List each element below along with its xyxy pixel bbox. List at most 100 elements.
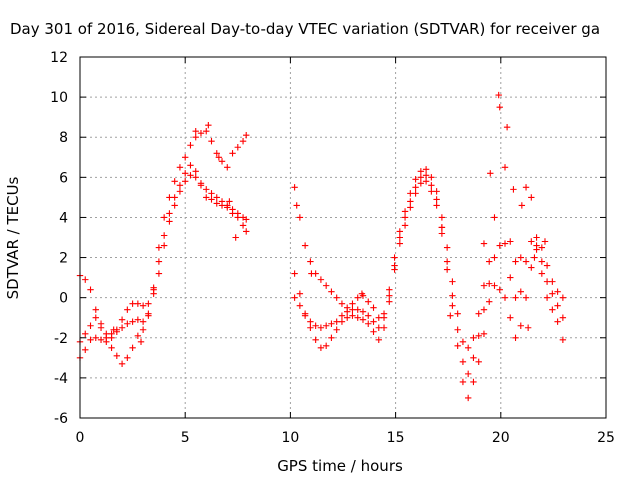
data-point bbox=[365, 320, 372, 327]
series-2 bbox=[76, 162, 250, 368]
y-tick-label: 6 bbox=[59, 170, 68, 186]
y-tick-label: 10 bbox=[50, 90, 68, 106]
y-tick-label: -2 bbox=[54, 331, 68, 347]
data-point bbox=[239, 138, 247, 145]
data-point bbox=[443, 258, 451, 265]
data-point bbox=[501, 294, 509, 301]
data-point bbox=[359, 308, 367, 315]
data-point bbox=[407, 204, 414, 211]
data-point bbox=[243, 228, 250, 235]
data-point bbox=[470, 378, 477, 386]
y-tick-label: 12 bbox=[50, 50, 68, 66]
data-point bbox=[512, 258, 519, 265]
data-point bbox=[486, 280, 493, 287]
x-axis-label: GPS time / hours bbox=[277, 457, 403, 475]
y-tick-label: 2 bbox=[59, 251, 68, 267]
y-tick-label: 4 bbox=[59, 210, 68, 226]
data-point bbox=[92, 334, 99, 341]
data-point bbox=[354, 306, 361, 313]
y-tick-label: 0 bbox=[59, 291, 68, 307]
data-point bbox=[333, 326, 340, 333]
data-point bbox=[528, 264, 535, 271]
data-point bbox=[171, 178, 178, 185]
data-point bbox=[155, 258, 163, 265]
data-point bbox=[386, 286, 393, 293]
data-point bbox=[354, 314, 361, 321]
data-point bbox=[328, 334, 335, 341]
data-point bbox=[365, 312, 372, 319]
data-point bbox=[407, 198, 414, 205]
data-point bbox=[171, 202, 178, 209]
data-point bbox=[549, 290, 556, 297]
data-point bbox=[203, 186, 210, 193]
data-point bbox=[470, 334, 477, 341]
x-tick-label: 10 bbox=[281, 430, 299, 446]
data-point bbox=[438, 224, 446, 231]
data-point bbox=[528, 238, 535, 245]
data-point bbox=[386, 292, 393, 299]
data-point bbox=[438, 214, 446, 221]
data-point bbox=[176, 188, 184, 195]
y-axis-label: SDTVAR / TECUs bbox=[4, 176, 22, 299]
data-point bbox=[475, 332, 482, 339]
data-point bbox=[182, 178, 189, 185]
data-point bbox=[226, 198, 233, 205]
data-point bbox=[510, 186, 517, 193]
data-point bbox=[554, 288, 561, 295]
data-point bbox=[203, 128, 210, 135]
data-point bbox=[134, 300, 142, 307]
data-point bbox=[171, 194, 178, 201]
data-point bbox=[124, 320, 131, 327]
data-point bbox=[307, 318, 314, 325]
data-point bbox=[229, 150, 236, 157]
data-point bbox=[229, 206, 236, 213]
data-point bbox=[118, 316, 126, 323]
data-point bbox=[232, 234, 239, 241]
data-point bbox=[124, 354, 131, 362]
data-point bbox=[507, 274, 514, 281]
data-point bbox=[338, 312, 346, 319]
data-point bbox=[549, 306, 556, 313]
data-point bbox=[82, 346, 89, 354]
data-point bbox=[554, 318, 561, 325]
data-point bbox=[182, 170, 189, 177]
data-point bbox=[475, 310, 482, 317]
data-point bbox=[108, 344, 115, 352]
data-point bbox=[322, 322, 330, 329]
series-5 bbox=[291, 178, 567, 402]
data-point bbox=[396, 240, 404, 247]
data-point bbox=[501, 164, 509, 171]
data-point bbox=[192, 174, 199, 181]
x-tick-label: 0 bbox=[76, 430, 85, 446]
data-point bbox=[234, 210, 241, 217]
data-point bbox=[150, 290, 157, 297]
data-point bbox=[533, 234, 540, 241]
data-point bbox=[459, 378, 467, 386]
data-point bbox=[522, 294, 530, 301]
data-point bbox=[480, 330, 488, 337]
data-point bbox=[182, 154, 189, 161]
data-point bbox=[192, 168, 199, 175]
data-point bbox=[317, 344, 325, 352]
data-point bbox=[507, 238, 514, 245]
data-point bbox=[412, 190, 419, 197]
data-point bbox=[239, 222, 247, 229]
data-point bbox=[538, 270, 546, 277]
data-point bbox=[301, 242, 309, 249]
axis-ticks bbox=[79, 56, 607, 419]
data-point bbox=[176, 182, 184, 189]
data-point bbox=[97, 320, 105, 327]
data-point bbox=[559, 314, 567, 321]
gridlines bbox=[80, 57, 606, 418]
data-point bbox=[559, 294, 567, 301]
data-point bbox=[160, 232, 168, 239]
data-point bbox=[92, 314, 99, 321]
data-point bbox=[486, 298, 493, 305]
data-points bbox=[76, 91, 567, 402]
y-tick-label: 8 bbox=[59, 130, 68, 146]
data-point bbox=[155, 270, 163, 277]
data-point bbox=[344, 314, 351, 321]
data-point bbox=[108, 330, 115, 337]
data-point bbox=[449, 278, 456, 285]
